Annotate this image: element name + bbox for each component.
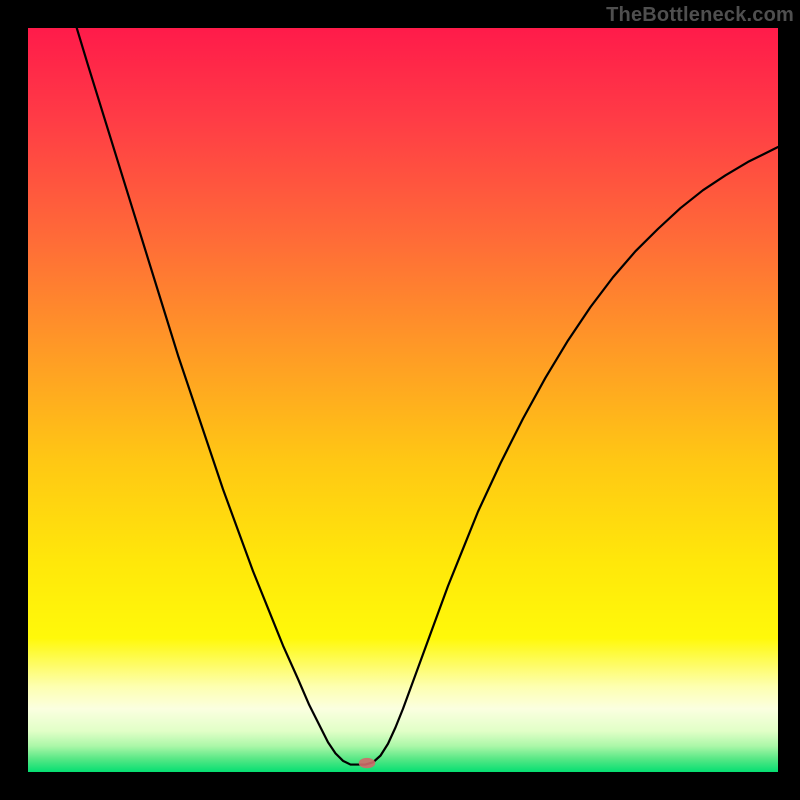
bottleneck-chart (0, 0, 800, 800)
figure-container: TheBottleneck.com (0, 0, 800, 800)
optimal-point-marker (359, 758, 376, 768)
plot-background-gradient (28, 28, 778, 772)
watermark-text: TheBottleneck.com (606, 4, 794, 27)
